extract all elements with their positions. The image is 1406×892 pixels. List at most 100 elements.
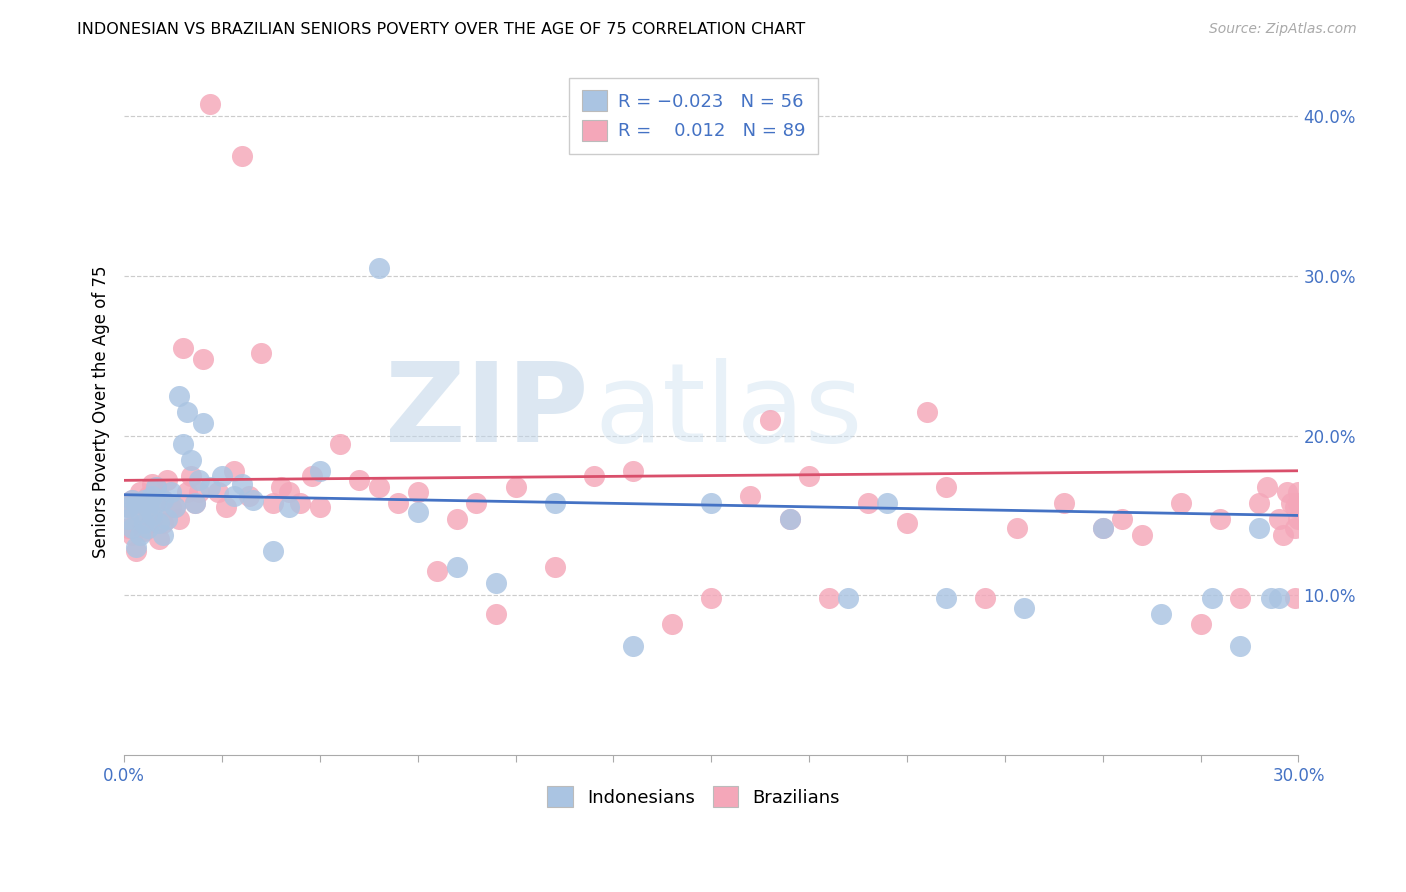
Point: [145, 480, 167, 494]
Point: [974, 591, 997, 606]
Point: [759, 413, 782, 427]
Point: [176, 484, 198, 499]
Point: [156, 474, 179, 488]
Point: [152, 527, 174, 541]
Point: [485, 607, 508, 622]
Point: [1256, 480, 1278, 494]
Point: [180, 468, 202, 483]
Point: [136, 521, 159, 535]
Point: [935, 591, 957, 606]
Point: [1014, 601, 1036, 615]
Point: [290, 496, 312, 510]
Point: [121, 521, 143, 535]
Point: [187, 474, 209, 488]
Y-axis label: Seniors Poverty Over the Age of 75: Seniors Poverty Over the Age of 75: [93, 266, 110, 558]
Point: [387, 496, 409, 510]
Point: [167, 389, 190, 403]
Point: [183, 496, 205, 510]
Point: [128, 511, 150, 525]
Point: [200, 96, 222, 111]
Point: [167, 511, 190, 525]
Text: ZIP: ZIP: [385, 359, 588, 466]
Text: atlas: atlas: [593, 359, 862, 466]
Point: [191, 352, 214, 367]
Point: [222, 489, 245, 503]
Point: [145, 496, 167, 510]
Point: [328, 436, 350, 450]
Point: [172, 436, 194, 450]
Point: [1284, 521, 1306, 535]
Point: [1288, 511, 1310, 525]
Point: [446, 511, 468, 525]
Point: [277, 500, 299, 515]
Point: [700, 591, 723, 606]
Point: [485, 575, 508, 590]
Point: [1130, 527, 1153, 541]
Point: [145, 480, 167, 494]
Point: [191, 416, 214, 430]
Point: [136, 500, 159, 515]
Point: [1209, 511, 1232, 525]
Point: [141, 511, 163, 525]
Point: [465, 496, 488, 510]
Point: [367, 480, 389, 494]
Point: [250, 345, 273, 359]
Point: [128, 484, 150, 499]
Point: [165, 500, 187, 515]
Point: [740, 489, 762, 503]
Point: [187, 484, 209, 499]
Point: [544, 559, 567, 574]
Point: [406, 484, 429, 499]
Point: [152, 492, 174, 507]
Point: [1229, 640, 1251, 654]
Point: [367, 261, 389, 276]
Point: [117, 511, 139, 525]
Point: [145, 496, 167, 510]
Text: Source: ZipAtlas.com: Source: ZipAtlas.com: [1209, 22, 1357, 37]
Point: [215, 500, 238, 515]
Point: [242, 492, 264, 507]
Point: [1091, 521, 1114, 535]
Point: [1271, 527, 1294, 541]
Point: [779, 511, 801, 525]
Point: [148, 516, 170, 531]
Point: [1111, 511, 1133, 525]
Point: [837, 591, 859, 606]
Point: [148, 533, 170, 547]
Point: [262, 496, 284, 510]
Point: [799, 468, 821, 483]
Point: [1284, 591, 1306, 606]
Point: [1091, 521, 1114, 535]
Point: [309, 464, 332, 478]
Point: [141, 508, 163, 523]
Point: [582, 468, 605, 483]
Point: [301, 468, 323, 483]
Point: [1279, 496, 1302, 510]
Legend: Indonesians, Brazilians: Indonesians, Brazilians: [540, 780, 848, 814]
Point: [132, 496, 155, 510]
Point: [180, 452, 202, 467]
Point: [152, 492, 174, 507]
Point: [121, 527, 143, 541]
Point: [117, 500, 139, 515]
Point: [915, 405, 938, 419]
Point: [1005, 521, 1028, 535]
Point: [1284, 500, 1306, 515]
Point: [136, 516, 159, 531]
Point: [183, 496, 205, 510]
Point: [1150, 607, 1173, 622]
Point: [406, 505, 429, 519]
Point: [207, 484, 229, 499]
Point: [132, 492, 155, 507]
Point: [125, 496, 148, 510]
Point: [125, 543, 148, 558]
Point: [1288, 484, 1310, 499]
Point: [876, 496, 898, 510]
Point: [621, 640, 644, 654]
Point: [446, 559, 468, 574]
Point: [121, 492, 143, 507]
Point: [132, 516, 155, 531]
Point: [1260, 591, 1282, 606]
Text: INDONESIAN VS BRAZILIAN SENIORS POVERTY OVER THE AGE OF 75 CORRELATION CHART: INDONESIAN VS BRAZILIAN SENIORS POVERTY …: [77, 22, 806, 37]
Point: [156, 511, 179, 525]
